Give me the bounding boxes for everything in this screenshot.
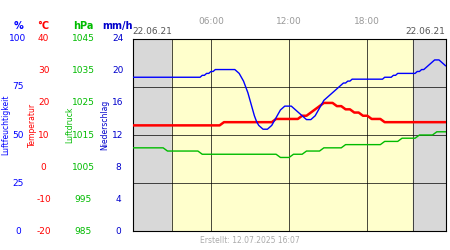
Text: 1005: 1005 <box>72 162 95 172</box>
Text: 1045: 1045 <box>72 34 94 43</box>
Text: 30: 30 <box>38 66 50 75</box>
Text: 0: 0 <box>41 162 46 172</box>
Text: 12:00: 12:00 <box>276 17 302 26</box>
Text: 24: 24 <box>112 34 123 43</box>
Text: °C: °C <box>38 21 50 31</box>
Text: 06:00: 06:00 <box>198 17 224 26</box>
Text: 12: 12 <box>112 130 124 140</box>
Text: Erstellt: 12.07.2025 16:07: Erstellt: 12.07.2025 16:07 <box>200 236 300 245</box>
Text: Temperatur: Temperatur <box>28 103 37 147</box>
Text: -20: -20 <box>36 227 51 236</box>
Bar <box>413 39 446 231</box>
Text: 100: 100 <box>9 34 27 43</box>
Text: Niederschlag: Niederschlag <box>100 100 109 150</box>
Text: 1015: 1015 <box>72 130 95 140</box>
Text: hPa: hPa <box>73 21 94 31</box>
Text: Luftfeuchtigkeit: Luftfeuchtigkeit <box>1 95 10 155</box>
Text: mm/h: mm/h <box>103 21 133 31</box>
Text: 22.06.21: 22.06.21 <box>133 27 173 36</box>
Text: 995: 995 <box>75 195 92 204</box>
Text: 985: 985 <box>75 227 92 236</box>
Text: 40: 40 <box>38 34 50 43</box>
Bar <box>133 39 172 231</box>
Text: 75: 75 <box>12 82 24 91</box>
Text: %: % <box>13 21 23 31</box>
Text: 0: 0 <box>15 227 21 236</box>
Text: 4: 4 <box>115 195 121 204</box>
Text: 1035: 1035 <box>72 66 95 75</box>
Text: 20: 20 <box>112 66 124 75</box>
Text: 8: 8 <box>115 162 121 172</box>
Text: Luftdruck: Luftdruck <box>65 107 74 143</box>
Text: -10: -10 <box>36 195 51 204</box>
Text: 18:00: 18:00 <box>354 17 380 26</box>
Text: 0: 0 <box>115 227 121 236</box>
Text: 16: 16 <box>112 98 124 108</box>
Text: 50: 50 <box>12 130 24 140</box>
Text: 20: 20 <box>38 98 50 108</box>
Text: 1025: 1025 <box>72 98 94 108</box>
Text: 22.06.21: 22.06.21 <box>405 27 446 36</box>
Bar <box>172 39 413 231</box>
Text: 10: 10 <box>38 130 50 140</box>
Text: 25: 25 <box>12 178 24 188</box>
